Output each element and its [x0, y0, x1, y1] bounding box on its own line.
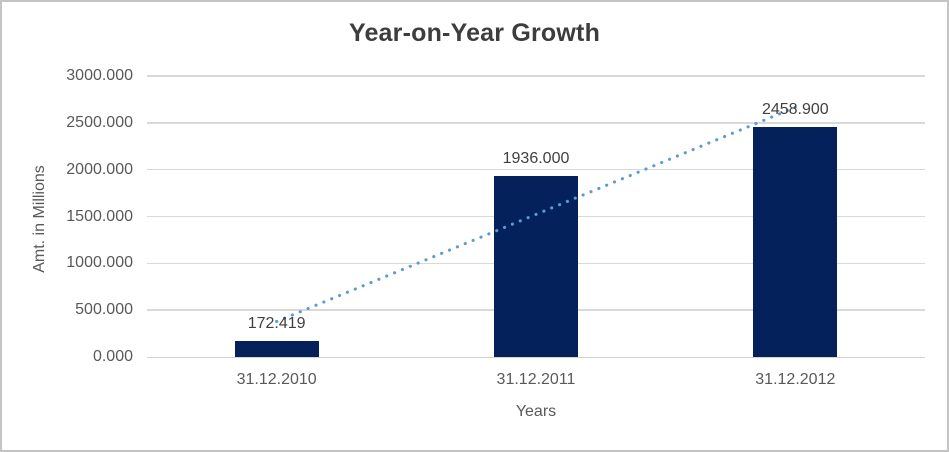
- chart-title: Year-on-Year Growth: [348, 19, 601, 47]
- x-axis-title: Years: [515, 403, 557, 420]
- gridline: [147, 122, 925, 124]
- y-tick-label: 1500.000: [66, 207, 133, 225]
- gridline: [147, 75, 925, 77]
- trendline: [275, 105, 797, 324]
- x-tick-label: 31.12.2011: [496, 371, 576, 388]
- x-axis-line: [147, 356, 925, 358]
- bar: [494, 175, 578, 357]
- bar-data-label: 172.419: [247, 314, 306, 332]
- y-tick-label: 2500.000: [66, 113, 133, 131]
- y-tick-label: 2000.000: [66, 160, 133, 178]
- y-tick-label: 500.000: [75, 301, 133, 319]
- x-tick-label: 31.12.2012: [755, 371, 836, 388]
- y-tick-label: 0.000: [92, 348, 133, 365]
- x-tick-label: 31.12.2010: [236, 371, 317, 388]
- plot-area: [147, 75, 925, 358]
- bar-data-label: 2458.900: [761, 100, 829, 118]
- bar: [753, 126, 838, 357]
- gridline: [147, 168, 925, 171]
- y-tick-label: 3000.000: [66, 67, 133, 84]
- y-tick-label: 1000.000: [66, 254, 133, 272]
- bar-data-label: 1936.000: [502, 149, 570, 167]
- bar: [234, 340, 319, 357]
- trendline-path: [275, 105, 797, 324]
